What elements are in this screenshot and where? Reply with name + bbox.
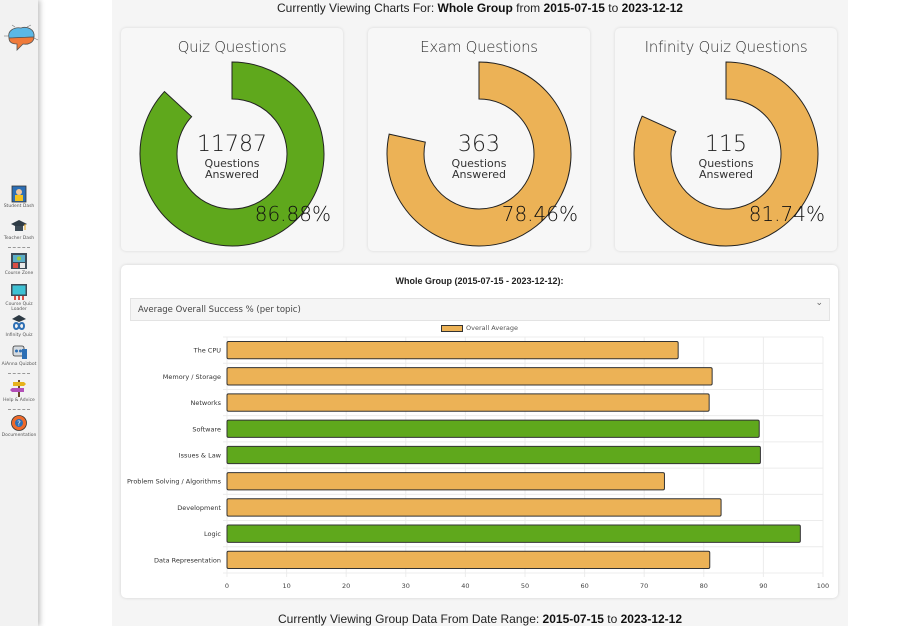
- card-title: Quiz Questions: [177, 38, 287, 56]
- x-tick-label: 30: [402, 582, 410, 590]
- bar-the-cpu[interactable]: [226, 340, 679, 360]
- y-category-label: Development: [177, 504, 221, 512]
- questions-count: 11787: [197, 132, 267, 157]
- y-category-label: Networks: [190, 399, 221, 407]
- signpost-icon: [10, 380, 26, 397]
- sidebar-item-course-quiz-loader[interactable]: Course Quiz Loader: [0, 283, 38, 312]
- course-zone-icon: [11, 253, 27, 269]
- donut-segment: [139, 61, 325, 247]
- sidebar-item-label: Help & Advice: [3, 398, 35, 403]
- card-title: Exam Questions: [420, 38, 538, 56]
- sidebar-item-infinity-quiz[interactable]: Infinity Quiz: [0, 314, 38, 338]
- start-date: 2015-07-15: [543, 1, 605, 15]
- bar-issues-law[interactable]: [226, 445, 761, 465]
- bar-memory-storage[interactable]: [226, 367, 713, 386]
- count-label-line1: Questions: [698, 157, 754, 170]
- viewing-header: Currently Viewing Charts For: Whole Grou…: [277, 1, 683, 15]
- chevron-down-icon[interactable]: ⌄: [815, 297, 823, 307]
- count-label-line1: Questions: [204, 157, 260, 170]
- sidebar-item-student-dash[interactable]: Student Dash: [0, 185, 38, 209]
- y-category-label: Logic: [204, 530, 221, 538]
- quiz-loader-icon: [11, 284, 27, 300]
- sidebar-item-documentation[interactable]: ? Documentation: [0, 414, 38, 438]
- bar-problem-solving-algorithms[interactable]: [226, 472, 665, 491]
- x-tick-label: 0: [225, 582, 229, 590]
- selected-option: Average Overall Success % (per topic): [138, 305, 301, 315]
- bar-development[interactable]: [226, 498, 722, 517]
- robot-icon: [12, 345, 27, 359]
- bar-chart: 0 10 20 30 40 50 60 70 80 90 100 The CPU Memory / St…: [127, 336, 829, 590]
- sidebar-item-label: Teacher Dash: [3, 236, 35, 241]
- y-category-label: Data Representation: [154, 556, 221, 564]
- infinity-icon: [12, 315, 26, 330]
- x-tick-label: 70: [640, 582, 648, 590]
- sidebar-item-label: AiAnna Quizbot: [1, 362, 37, 367]
- bar-networks[interactable]: [226, 393, 710, 412]
- x-tick-label: 40: [461, 582, 469, 590]
- y-category-label: Memory / Storage: [163, 373, 221, 381]
- sidebar-item-label: Documentation: [1, 433, 37, 438]
- legend-label: Overall Average: [466, 324, 518, 332]
- sidebar-item-label: Infinity Quiz: [5, 333, 33, 338]
- questions-count: 363: [458, 132, 500, 157]
- bar-software[interactable]: [226, 419, 760, 438]
- topic-chart-card: Whole Group (2015-07-15 - 2023-12-12): A…: [121, 265, 838, 598]
- donut-chart: [633, 61, 819, 247]
- exam-questions-card: Exam Questions 363 Questions Answered 78…: [368, 28, 590, 251]
- group-name: Whole Group: [437, 1, 513, 15]
- x-tick-label: 90: [759, 582, 767, 590]
- footer-start-date: 2015-07-15: [542, 612, 604, 626]
- bar-data-representation[interactable]: [226, 550, 711, 570]
- y-category-label: The CPU: [193, 347, 222, 355]
- chart-type-select[interactable]: Average Overall Success % (per topic) ⌄: [130, 297, 830, 321]
- sidebar-item-course-zone[interactable]: Course Zone: [0, 252, 38, 276]
- donut-segment: [386, 61, 572, 247]
- x-tick-label: 10: [282, 582, 290, 590]
- sidebar-item-label: Student Dash: [3, 204, 35, 209]
- graduation-cap-icon: [11, 220, 27, 231]
- success-percent: 81.74%: [748, 202, 825, 226]
- success-percent: 86.88%: [254, 202, 331, 226]
- chart-title: Whole Group (2015-07-15 - 2023-12-12):: [395, 276, 564, 286]
- infinity-quiz-questions-card: Infinity Quiz Questions 115 Questions An…: [615, 28, 837, 251]
- x-tick-label: 50: [521, 582, 529, 590]
- student-dash-icon: [11, 185, 27, 203]
- count-label-line1: Questions: [451, 157, 507, 170]
- card-title: Infinity Quiz Questions: [644, 38, 808, 56]
- donut-segment: [633, 61, 819, 247]
- donut-chart: [139, 61, 325, 247]
- sidebar-item-label: Course Zone: [4, 271, 34, 276]
- quiz-questions-card: Quiz Questions 11787 Questions Answered …: [121, 28, 343, 251]
- sidebar: Student Dash Teacher Dash Course Zone Co…: [0, 0, 41, 626]
- brain-logo-icon[interactable]: [3, 24, 41, 54]
- x-tick-label: 20: [342, 582, 350, 590]
- divider: [8, 247, 30, 248]
- lifebuoy-icon: ?: [11, 415, 27, 431]
- y-category-label: Software: [192, 425, 221, 433]
- chart-legend[interactable]: Overall Average: [121, 324, 838, 332]
- success-percent: 78.46%: [501, 202, 578, 226]
- divider: [8, 373, 30, 374]
- footer-end-date: 2023-12-12: [620, 612, 683, 626]
- count-label-line2: Answered: [204, 168, 260, 181]
- bar-logic[interactable]: [226, 524, 801, 543]
- x-tick-label: 60: [580, 582, 588, 590]
- sidebar-item-aianna-quizbot[interactable]: AiAnna Quizbot: [0, 343, 38, 367]
- sidebar-item-help-advice[interactable]: Help & Advice: [0, 379, 38, 403]
- donut-chart: [386, 61, 572, 247]
- x-tick-label: 80: [700, 582, 708, 590]
- count-label-line2: Answered: [698, 168, 754, 181]
- x-tick-label: 100: [817, 582, 829, 590]
- sidebar-item-teacher-dash[interactable]: Teacher Dash: [0, 217, 38, 241]
- svg-text:?: ?: [17, 420, 21, 428]
- end-date: 2023-12-12: [621, 1, 683, 15]
- count-label-line2: Answered: [451, 168, 507, 181]
- y-category-label: Issues & Law: [179, 452, 222, 460]
- sidebar-item-label: Course Quiz Loader: [5, 302, 33, 312]
- y-category-label: Problem Solving / Algorithms: [127, 478, 222, 486]
- legend-swatch: [441, 324, 463, 332]
- viewing-footer: Currently Viewing Group Data From Date R…: [277, 612, 683, 626]
- divider: [8, 409, 30, 410]
- questions-count: 115: [705, 132, 747, 157]
